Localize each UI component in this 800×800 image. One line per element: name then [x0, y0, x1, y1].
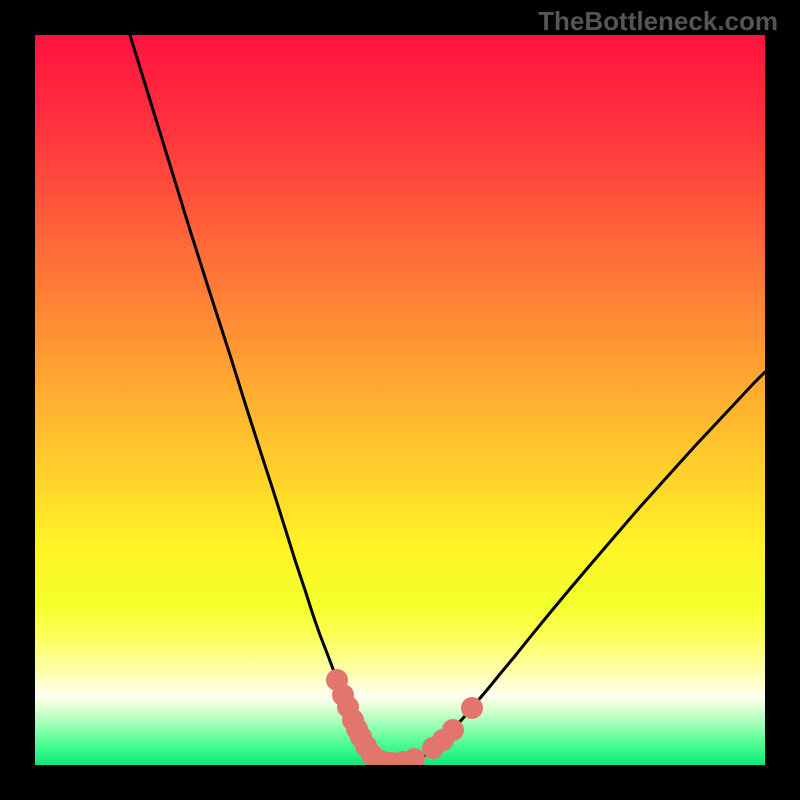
curve-marker — [442, 719, 464, 741]
plot-area — [35, 35, 765, 765]
watermark-text: TheBottleneck.com — [538, 6, 778, 37]
markers-layer — [35, 35, 765, 765]
curve-marker — [461, 697, 483, 719]
